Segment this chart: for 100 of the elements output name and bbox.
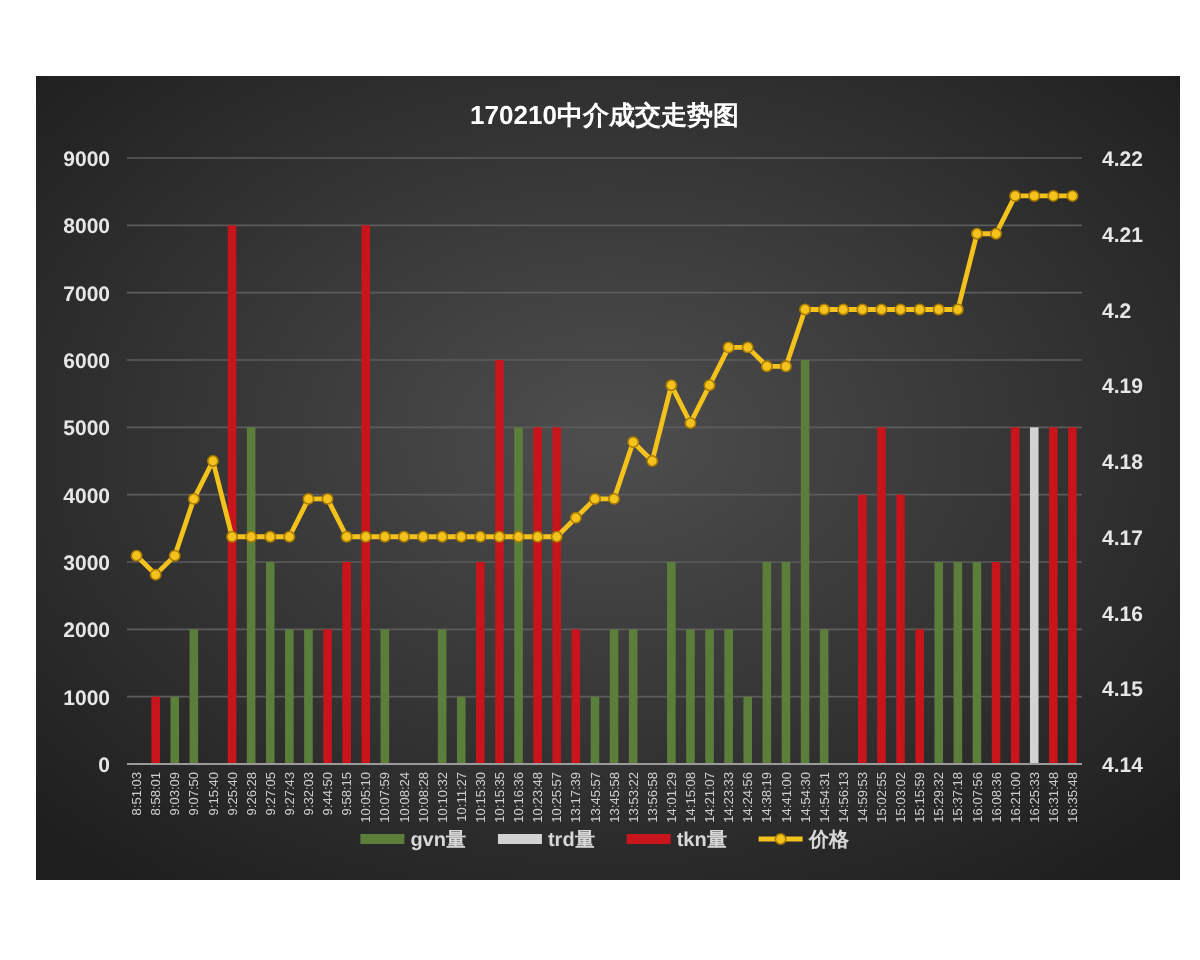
point [703,379,716,392]
bar [762,562,772,764]
point [970,227,983,240]
point [990,227,1003,240]
y2-tick-label: 4.2 [1102,299,1132,324]
point [206,455,219,467]
bar [1068,427,1077,764]
point [417,530,430,543]
bar [170,696,180,764]
bar [1010,427,1020,764]
point [894,303,907,316]
bar [285,629,294,764]
bar [227,225,237,764]
bar [705,629,714,764]
bar [514,427,523,764]
point [359,530,372,543]
bar [781,562,791,764]
bar [972,562,982,764]
bar [380,629,390,764]
y-tick-label: 9000 [63,148,111,172]
bar [189,629,199,764]
y2-tick-label: 4.22 [1102,148,1144,172]
y2-tick-label: 4.19 [1102,375,1144,400]
bar [667,562,676,764]
point [168,549,181,562]
bar [819,629,829,764]
bar [151,696,160,764]
point [875,303,888,316]
point [760,360,773,373]
bar [743,696,753,764]
bar [800,360,810,764]
point [531,530,544,543]
point [1028,189,1041,202]
y2-tick-label: 4.16 [1102,602,1144,627]
bar [533,427,542,764]
bar [896,494,905,764]
y-tick-label: 8000 [63,215,111,240]
y-tick-label: 2000 [63,619,111,644]
y-tick-label: 6000 [63,350,111,374]
y-tick-label: 4000 [63,484,111,509]
point [569,511,582,524]
point [913,303,926,316]
point [627,436,640,449]
point [340,530,353,543]
title: 170210中介成交走势图 [470,100,739,130]
bar [686,629,695,764]
point [245,530,258,543]
bar [858,494,867,764]
point [799,303,812,316]
bar [552,427,562,764]
y-tick-label: 7000 [63,282,111,307]
bar [877,427,886,764]
bar [934,562,944,764]
point [1047,189,1060,202]
bar [304,629,313,764]
bar [724,629,733,764]
bar [246,427,256,764]
bar [476,562,485,764]
point [397,530,410,543]
point [436,530,449,543]
point [741,341,754,354]
point [493,530,506,543]
point [608,492,621,505]
point [378,530,391,543]
point [779,360,792,373]
point [951,303,964,316]
bar [953,562,963,764]
y2-tick-label: 4.14 [1102,754,1144,778]
bar [265,562,275,764]
bar [609,629,619,764]
bar [991,562,1001,764]
legend-label: gvn量 [410,828,466,852]
point [684,417,697,430]
legend-label: tkn量 [676,828,727,852]
point [588,492,601,505]
bar [590,696,600,764]
y2-tick-label: 4.18 [1102,451,1144,475]
bar [456,696,466,764]
point [932,303,945,316]
y-tick-label: 3000 [63,552,111,576]
point [226,530,239,543]
bar [495,360,504,764]
bar [915,629,924,764]
point [837,303,850,316]
bar [571,629,581,764]
bar [361,225,371,764]
point [722,341,735,354]
y-tick-label: 5000 [63,417,111,442]
point [264,530,277,543]
bar [437,629,447,764]
point [646,455,659,467]
y-tick-label: 0 [98,754,111,778]
point [474,530,487,543]
y2-tick-label: 4.15 [1102,678,1144,703]
point [1066,189,1079,202]
point [1009,189,1022,202]
point [130,549,143,562]
point [302,492,315,505]
point [455,530,468,543]
point [321,492,334,505]
